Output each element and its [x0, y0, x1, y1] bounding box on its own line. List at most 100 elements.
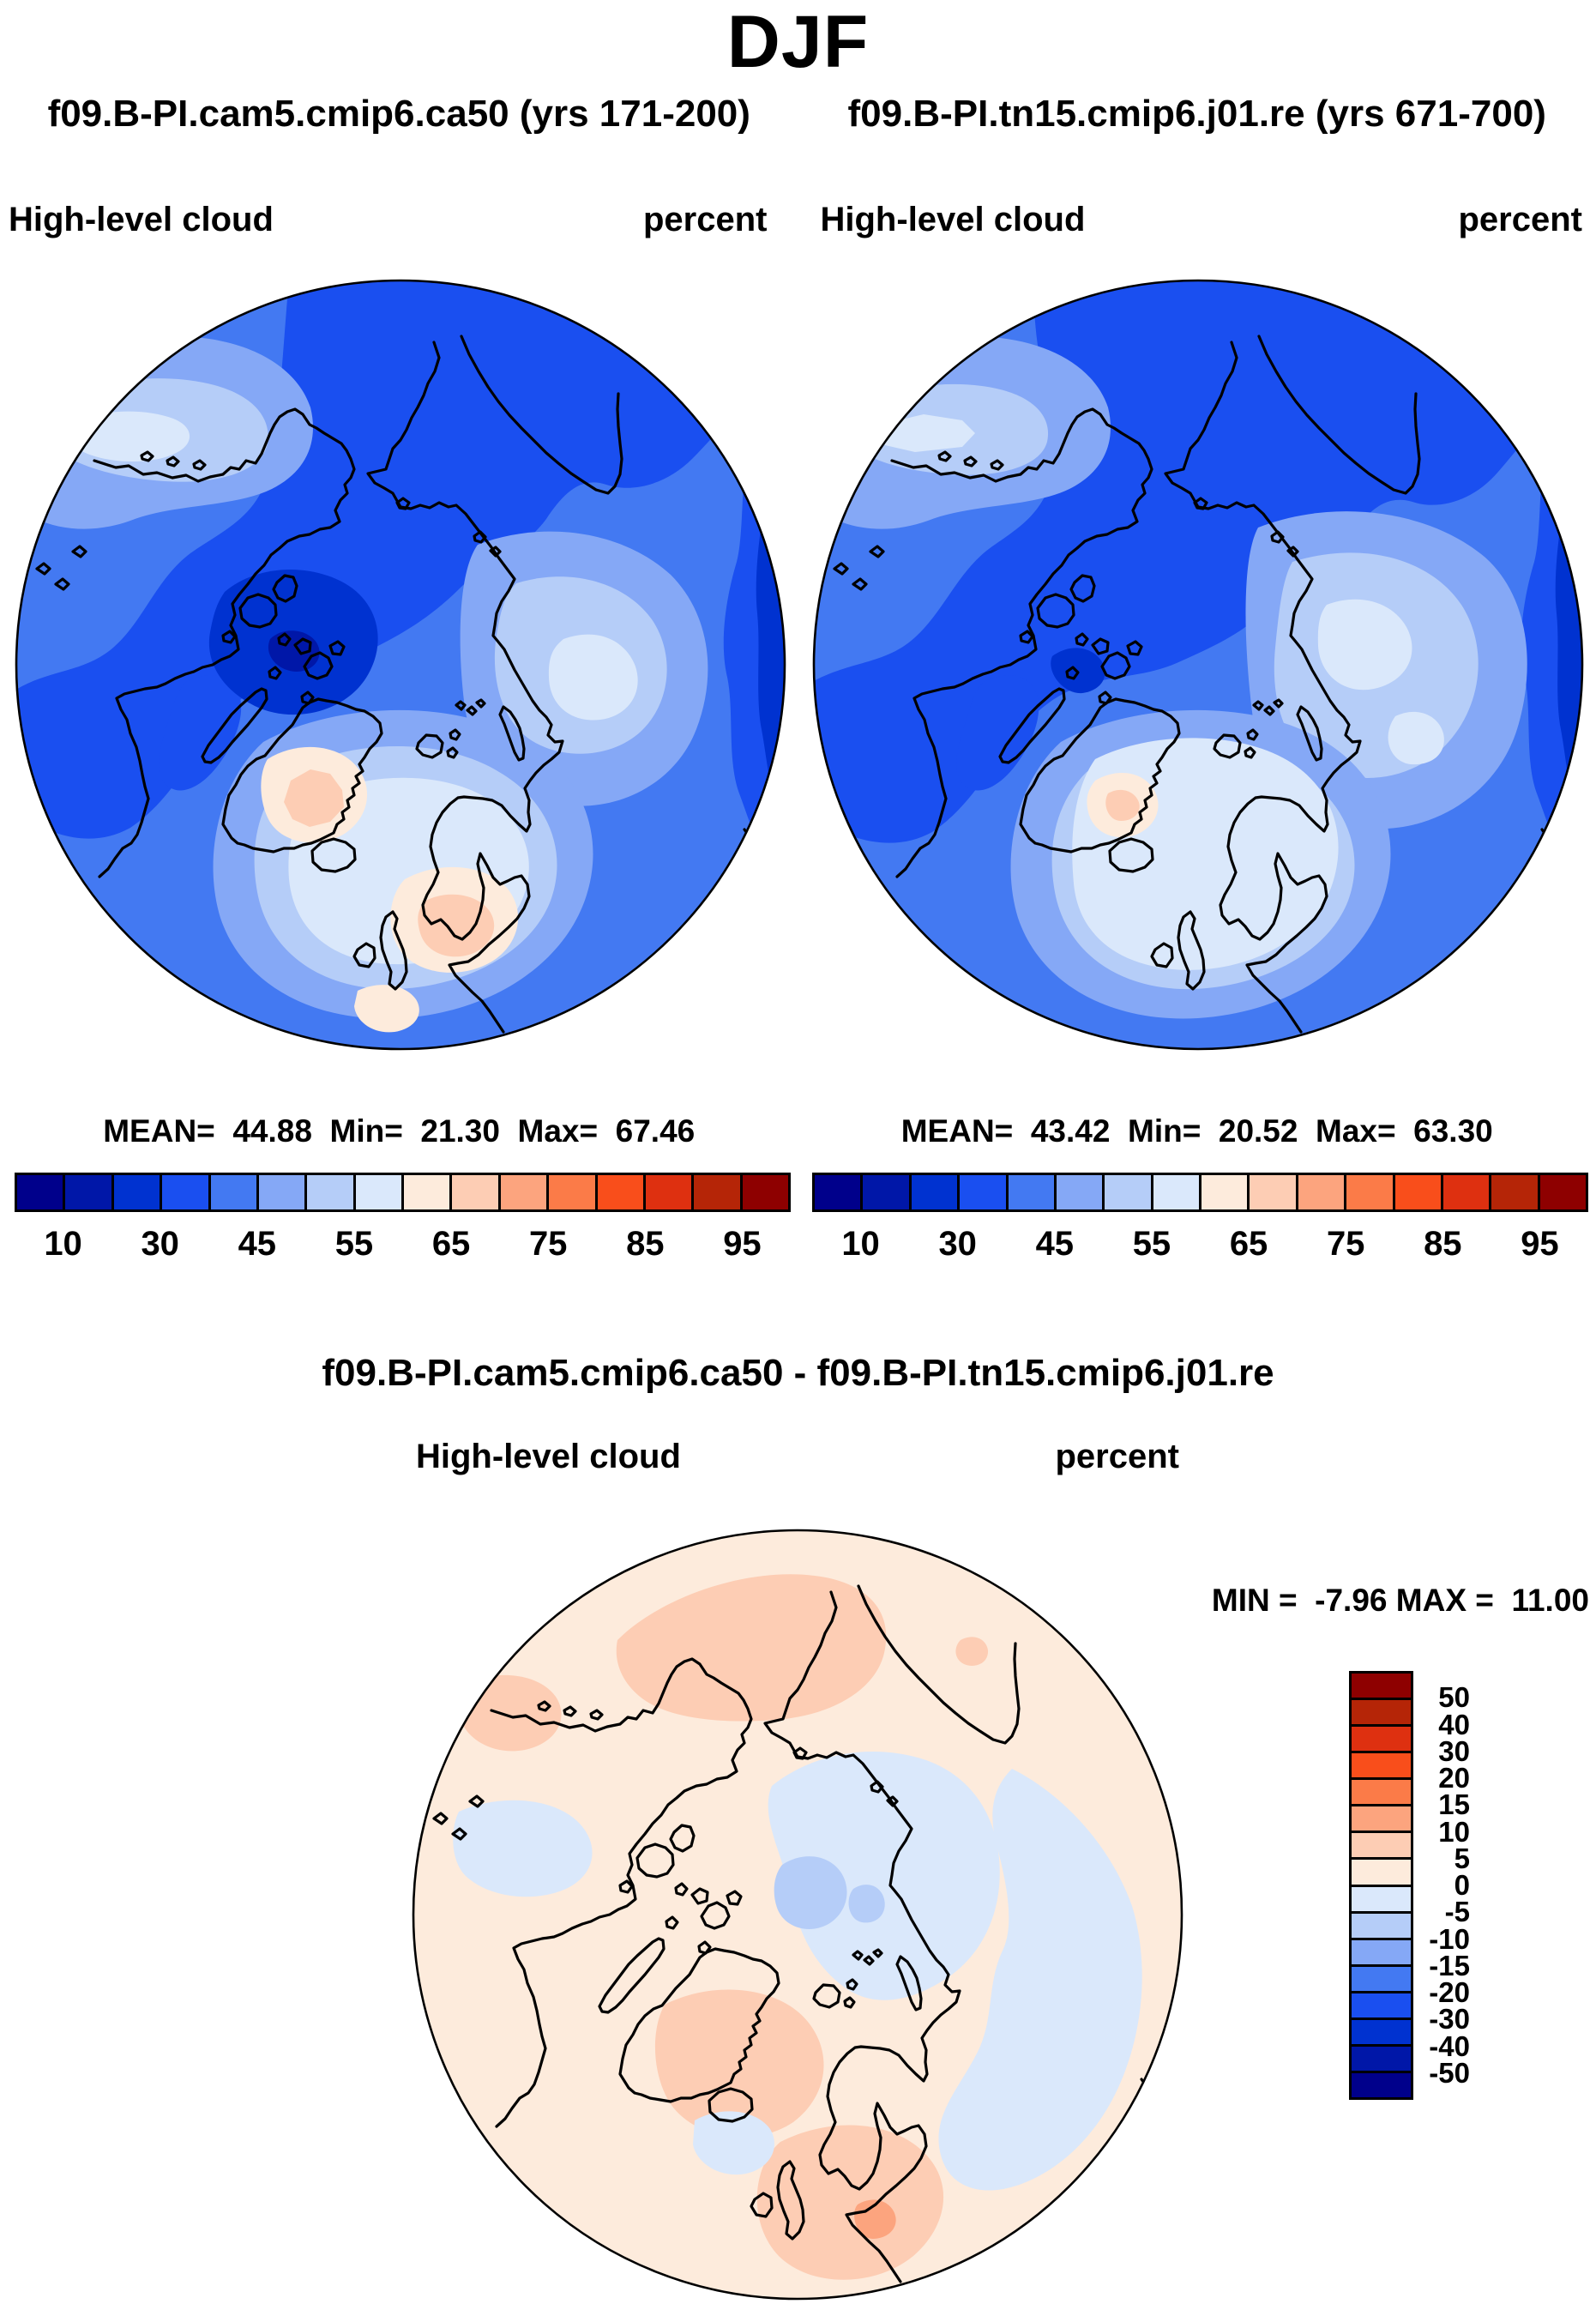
colorbar-cell: [1298, 1175, 1347, 1209]
variable-label-diff: High-level cloud: [416, 1438, 681, 1475]
tick-label: 0: [1454, 1869, 1470, 1901]
colorbar-cell: [645, 1175, 695, 1209]
colorbar-left: [15, 1173, 791, 1212]
variable-row-top: High-level cloud percent High-level clou…: [0, 201, 1596, 239]
map-boundary: [412, 1529, 1183, 2301]
tick-label: 75: [1326, 1225, 1365, 1263]
tick-label: 45: [238, 1225, 277, 1263]
tick-label: 40: [1438, 1709, 1470, 1740]
tick-label: 75: [528, 1225, 568, 1263]
colorbar-diff-ticks: 50 40 30 20 15 10 5 0 -5 -10 -15 -20 -30…: [1417, 1671, 1470, 2100]
map-ca50-fill: [16, 280, 785, 1049]
tick-label: -5: [1444, 1896, 1470, 1927]
colorbar-cell: [1105, 1175, 1153, 1209]
colorbar-cell: [1352, 2046, 1411, 2073]
colorbar-cell: [694, 1175, 743, 1209]
colorbar-cell: [17, 1175, 66, 1209]
page-title: DJF: [726, 1, 870, 83]
colorbar-cell: [1394, 1175, 1443, 1209]
colorbar-cell: [1352, 1993, 1411, 2020]
colorbar-cell: [65, 1175, 114, 1209]
tick-label: 65: [1229, 1225, 1268, 1263]
colorbar-cell: [1153, 1175, 1202, 1209]
tick-label: 10: [841, 1225, 880, 1263]
colorbar-cell: [549, 1175, 598, 1209]
colorbar-cell: [258, 1175, 308, 1209]
stats-left: MEAN= 44.88 Min= 21.30 Max= 67.46: [103, 1113, 696, 1149]
colorbar-cell: [113, 1175, 163, 1209]
tick-label: 20: [1438, 1762, 1470, 1794]
map-j01re: [812, 279, 1584, 1051]
run-title-left: f09.B-PI.cam5.cmip6.ca50 (yrs 171-200): [47, 93, 750, 135]
colorbar-cell: [911, 1175, 961, 1209]
colorbar-cell: [1346, 1175, 1395, 1209]
diff-title: f09.B-PI.cam5.cmip6.ca50 - f09.B-PI.tn15…: [322, 1352, 1274, 1394]
tick-label: -30: [1429, 2003, 1470, 2035]
colorbar-cell: [1491, 1175, 1540, 1209]
colorbar-right-ticks: 10 30 45 55 65 75 85 95: [812, 1225, 1588, 1268]
tick-label: 10: [44, 1225, 82, 1263]
units-label-right: percent: [1458, 201, 1583, 238]
colorbar-cell: [1352, 1886, 1411, 1914]
colorbar-cell: [355, 1175, 404, 1209]
map-ca50: [15, 279, 786, 1051]
colorbar-cell: [742, 1175, 788, 1209]
map-boundary: [812, 279, 1584, 1051]
colorbar-cell: [1352, 1806, 1411, 1834]
tick-label: -10: [1429, 1923, 1470, 1955]
tick-label: 5: [1454, 1843, 1470, 1874]
colorbar-cell: [1442, 1175, 1492, 1209]
colorbar-cell: [1352, 1966, 1411, 1993]
colorbar-cell: [210, 1175, 259, 1209]
units-label-diff: percent: [1055, 1438, 1180, 1475]
tick-label: 85: [626, 1225, 665, 1263]
colorbar-cell: [1352, 1780, 1411, 1807]
tick-label: 55: [1132, 1225, 1171, 1263]
colorbar-cell: [452, 1175, 501, 1209]
variable-label-left: High-level cloud: [9, 201, 274, 238]
colorbar-cell: [1352, 1913, 1411, 1940]
colorbar-cell: [863, 1175, 912, 1209]
colorbar-cell: [1008, 1175, 1057, 1209]
colorbar-cell: [1352, 1700, 1411, 1728]
colorbar-cell: [1352, 1674, 1411, 1701]
tick-label: -20: [1429, 1976, 1470, 2008]
colorbar-cell: [960, 1175, 1009, 1209]
colorbar-cell: [404, 1175, 453, 1209]
tick-label: 30: [141, 1225, 179, 1263]
tick-label: 65: [431, 1225, 471, 1263]
variable-row-diff: High-level cloud percent: [416, 1438, 1179, 1476]
colorbar-cell: [1352, 1833, 1411, 1861]
colorbar-cell: [162, 1175, 211, 1209]
colorbar-cell: [1352, 1860, 1411, 1887]
run-title-row: f09.B-PI.cam5.cmip6.ca50 (yrs 171-200) f…: [0, 93, 1596, 136]
stats-row: MEAN= 44.88 Min= 21.30 Max= 67.46 MEAN= …: [0, 1113, 1596, 1149]
colorbar-cell: [307, 1175, 356, 1209]
tick-label: 30: [938, 1225, 977, 1263]
run-title-right: f09.B-PI.tn15.cmip6.j01.re (yrs 671-700): [847, 93, 1546, 135]
tick-label: 95: [723, 1225, 762, 1263]
colorbar-cell: [815, 1175, 864, 1209]
diff-minmax: MIN = -7.96 MAX = 11.00: [1211, 1583, 1589, 1618]
tick-label: -40: [1429, 2030, 1470, 2062]
colorbar-cell: [1250, 1175, 1298, 1209]
map-j01re-fill: [814, 280, 1582, 1049]
tick-label: 85: [1424, 1225, 1462, 1263]
stats-right: MEAN= 43.42 Min= 20.52 Max= 63.30: [900, 1113, 1493, 1149]
tick-label: 30: [1438, 1735, 1470, 1767]
colorbar-cell: [500, 1175, 550, 1209]
colorbar-cell: [1539, 1175, 1586, 1209]
colorbar-diff: [1349, 1671, 1413, 2100]
map-difference-fill: [413, 1530, 1182, 2299]
colorbar-right: [812, 1173, 1588, 1212]
colorbar-cell: [1056, 1175, 1105, 1209]
colorbar-left-ticks: 10 30 45 55 65 75 85 95: [15, 1225, 791, 1268]
colorbar-cell: [1202, 1175, 1250, 1209]
colorbar-cell: [1352, 1727, 1411, 1754]
map-boundary: [15, 279, 786, 1051]
tick-label: -50: [1429, 2057, 1470, 2089]
colorbar-cell: [1352, 1939, 1411, 1967]
tick-label: 15: [1438, 1788, 1470, 1820]
tick-label: -15: [1429, 1950, 1470, 1981]
variable-label-right: High-level cloud: [820, 201, 1086, 238]
